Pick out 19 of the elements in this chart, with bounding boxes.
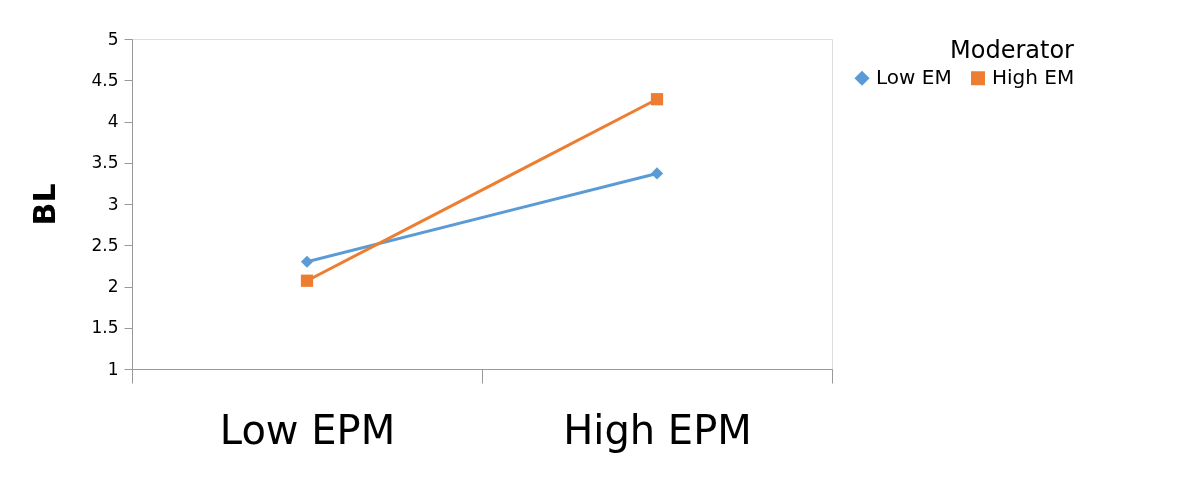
y-tick-label: 4.5 bbox=[91, 69, 119, 90]
x-tick-label: Low EPM bbox=[219, 406, 396, 453]
y-tick-label: 2.5 bbox=[91, 234, 119, 255]
y-axis-title: BL bbox=[27, 183, 63, 226]
x-tick-label: High EPM bbox=[563, 406, 752, 453]
y-tick-label: 4 bbox=[107, 111, 119, 131]
legend-label: High EM bbox=[992, 65, 1075, 90]
y-tick-label: 3 bbox=[107, 193, 119, 214]
point bbox=[650, 93, 664, 106]
point bbox=[650, 167, 664, 180]
legend-title: Moderator bbox=[950, 36, 1075, 64]
point bbox=[300, 274, 314, 287]
y-tick-label: 2 bbox=[107, 276, 119, 296]
point bbox=[300, 255, 314, 268]
y-tick-label: 1 bbox=[107, 358, 119, 379]
y-tick-label: 5 bbox=[107, 28, 119, 49]
y-tick-label: 1.5 bbox=[91, 317, 119, 338]
y-tick-label: 3.5 bbox=[91, 152, 119, 173]
legend-label: Low EM bbox=[876, 65, 952, 90]
